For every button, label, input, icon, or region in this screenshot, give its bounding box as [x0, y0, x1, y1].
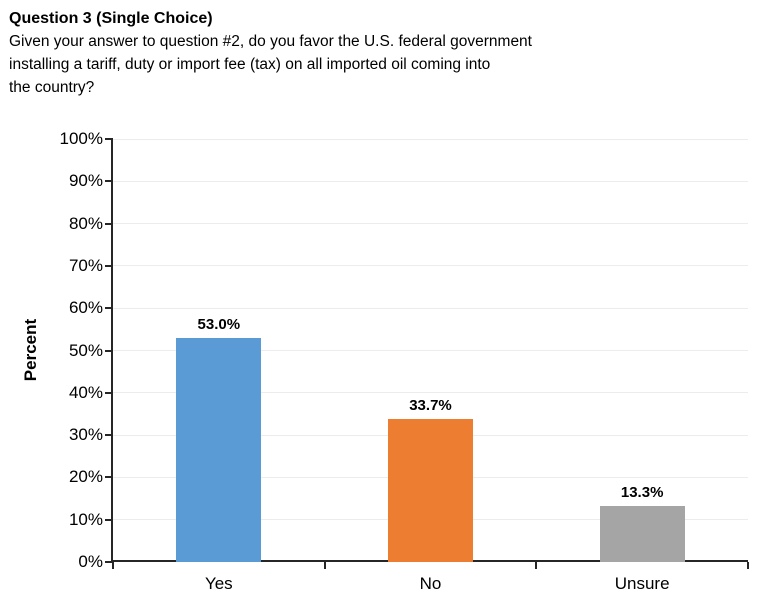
y-axis-tick: [105, 138, 113, 140]
x-axis-category-label: Unsure: [614, 574, 670, 593]
y-axis-tick: [105, 434, 113, 437]
bar-unsure: [599, 505, 685, 562]
y-axis-tick: [105, 349, 113, 352]
y-gridline: [113, 350, 748, 351]
y-axis-tick: [105, 561, 113, 563]
y-axis-tick-label: 40%: [68, 382, 103, 402]
y-gridline: [113, 180, 748, 182]
bar-value-label: 33.7%: [409, 397, 452, 415]
question-text: Given your answer to question #2, do you…: [9, 33, 532, 96]
y-axis-tick: [105, 518, 113, 521]
x-axis-category-label: No: [419, 574, 442, 593]
y-axis-tick: [105, 476, 113, 479]
y-axis-tick-label: 60%: [68, 298, 103, 318]
y-axis-tick-label: 20%: [68, 467, 103, 487]
x-axis-tick: [747, 562, 749, 569]
y-axis-tick-label: 80%: [68, 213, 103, 233]
y-gridline: [113, 392, 748, 394]
y-axis-tick: [105, 264, 113, 267]
y-axis-tick-label: 90%: [68, 171, 103, 191]
y-axis-tick-label: 30%: [68, 425, 103, 445]
y-axis-tick: [105, 180, 113, 183]
y-axis-tick-label: 0%: [78, 552, 103, 571]
bar-value-label: 13.3%: [620, 483, 664, 501]
y-gridline: [113, 138, 748, 140]
x-axis-tick: [323, 562, 326, 569]
x-axis-category-label: Yes: [204, 574, 233, 593]
question-header: Question 3 (Single Choice) Given your an…: [9, 7, 729, 99]
y-gridline: [113, 223, 748, 225]
y-axis-tick-label: 10%: [68, 509, 103, 529]
y-axis-tick: [105, 391, 113, 394]
bar-no: [388, 419, 473, 562]
bar-yes: [176, 337, 262, 562]
y-axis-tick-label: 70%: [68, 255, 103, 275]
y-axis-tick: [105, 222, 113, 225]
bar-value-label: 53.0%: [197, 315, 241, 333]
x-axis-tick: [112, 562, 114, 569]
y-gridline: [113, 307, 748, 309]
y-axis-tick-label: 50%: [68, 340, 103, 360]
y-axis-tick-label: 100%: [59, 129, 103, 148]
y-axis-tick: [105, 307, 113, 310]
x-axis-tick: [535, 562, 538, 569]
question-title: Question 3 (Single Choice): [9, 10, 213, 27]
y-gridline: [113, 265, 748, 267]
